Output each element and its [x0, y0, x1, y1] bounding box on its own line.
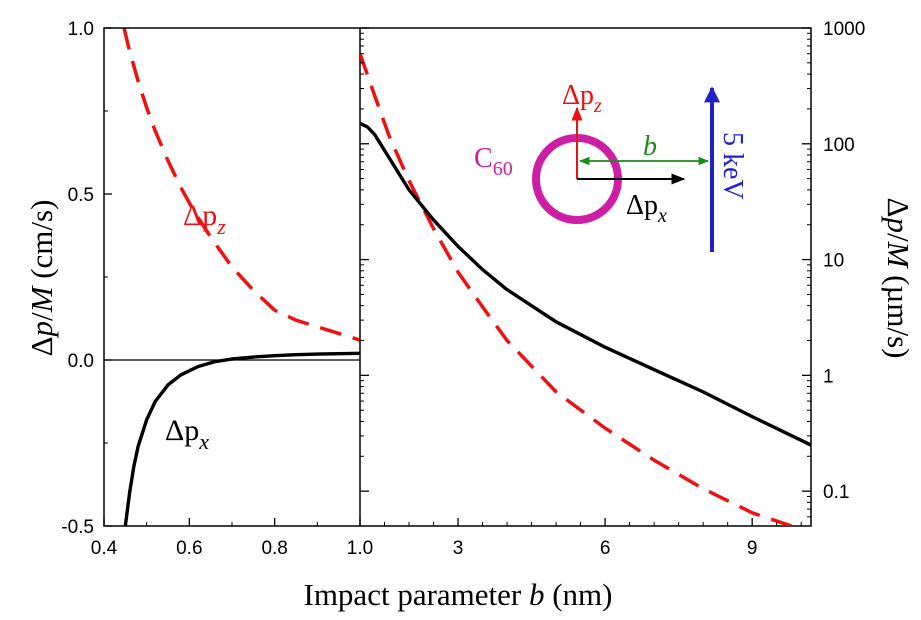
- left-x-tick-label: 0.6: [176, 538, 202, 559]
- inset-dpx-label: Δpx: [626, 190, 667, 227]
- right-y-tick-label: 100: [823, 135, 855, 156]
- left-y-tick-label: 1.0: [68, 19, 94, 40]
- right-x-tick-label: 6: [600, 538, 611, 559]
- inset-b-label: b: [643, 131, 657, 162]
- left-series-dpz: [122, 28, 360, 342]
- inset-diagram: C60 Δpz Δpx b 5 keV: [474, 80, 748, 252]
- right-x-tick-label: 3: [453, 538, 464, 559]
- left-x-tick-label: 0.8: [261, 538, 287, 559]
- inset-dpz-label: Δpz: [562, 80, 602, 117]
- left-y-tick-label: 0.0: [68, 351, 94, 372]
- right-y-tick-label: 1000: [823, 19, 865, 40]
- c60-label: C60: [474, 143, 513, 180]
- right-y-tick-label: 0.1: [823, 482, 849, 503]
- left-series-dpx: [123, 351, 360, 526]
- plot-frame: [103, 27, 812, 527]
- right-x-tick-label: 9: [747, 538, 758, 559]
- right-series-dpx: [360, 121, 811, 447]
- right-y-tick-label: 10: [823, 251, 844, 272]
- right-y-axis-title: Δp/M (µm/s): [881, 198, 916, 359]
- x-axis-title: Impact parameter b (nm): [304, 577, 613, 612]
- left-y-tick-label: 0.5: [68, 185, 94, 206]
- left-x-tick-label: 0.4: [91, 538, 118, 559]
- left-panel: 0.4 0.6 0.8 1.0 -0.5 0.0 0.5 1.0: [61, 19, 812, 559]
- left-y-axis-title: Δp/M (cm/s): [24, 200, 59, 357]
- right-series-dpz: [360, 53, 792, 526]
- left-y-tick-label: -0.5: [61, 517, 94, 538]
- right-panel: 3 6 9 0.1 1 10 100 1000: [360, 19, 865, 559]
- ion-energy-label: 5 keV: [717, 132, 748, 200]
- left-dpx-label: Δpx: [165, 414, 209, 454]
- right-y-tick-label: 1: [823, 366, 834, 387]
- left-x-tick-label: 1.0: [347, 538, 373, 559]
- left-dpz-label: Δpz: [183, 199, 226, 239]
